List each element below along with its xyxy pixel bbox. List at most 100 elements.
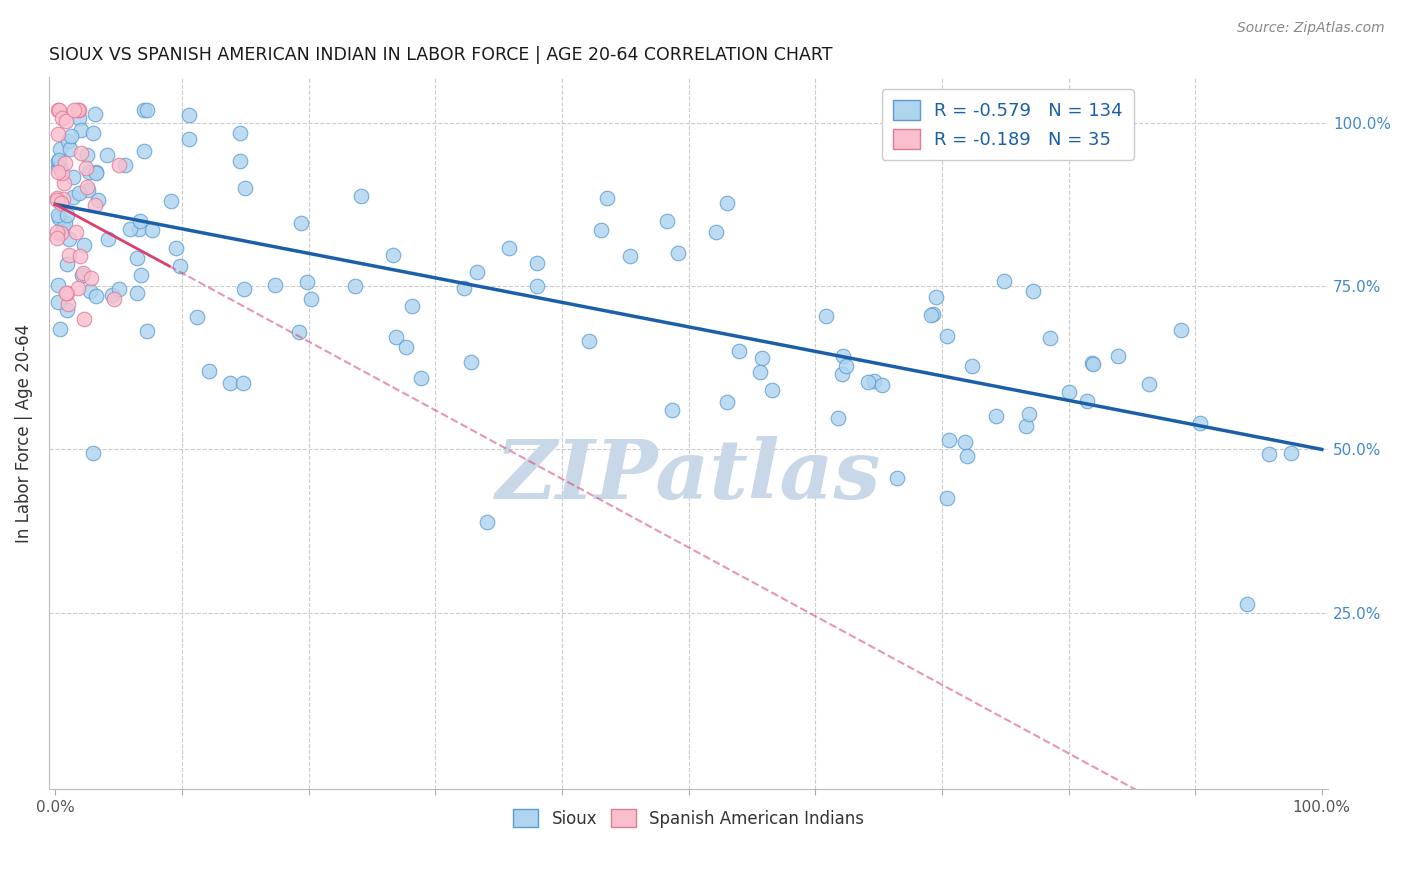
Point xyxy=(51,112,73,126)
Point xyxy=(264,277,287,292)
Point xyxy=(48,103,70,117)
Point xyxy=(186,310,208,324)
Point xyxy=(384,330,406,344)
Point xyxy=(179,132,201,146)
Point xyxy=(132,144,155,158)
Point xyxy=(51,195,73,210)
Point xyxy=(62,170,84,185)
Point xyxy=(128,222,150,236)
Point xyxy=(993,274,1015,288)
Point xyxy=(73,312,96,326)
Point xyxy=(84,165,107,179)
Point xyxy=(56,303,79,318)
Point xyxy=(79,284,101,298)
Point xyxy=(498,241,520,255)
Point xyxy=(69,122,91,136)
Point xyxy=(80,271,103,285)
Point xyxy=(55,114,77,128)
Point xyxy=(127,252,149,266)
Point xyxy=(67,103,90,117)
Point xyxy=(956,449,979,463)
Point xyxy=(118,222,141,236)
Point xyxy=(45,191,67,205)
Point xyxy=(134,103,156,117)
Point xyxy=(56,286,79,301)
Point xyxy=(465,265,488,279)
Point xyxy=(129,268,152,283)
Point xyxy=(62,190,84,204)
Point xyxy=(728,344,751,359)
Point xyxy=(141,223,163,237)
Point xyxy=(815,309,838,323)
Point xyxy=(1279,446,1302,460)
Point xyxy=(108,282,131,296)
Point xyxy=(870,377,893,392)
Point xyxy=(51,192,73,206)
Point xyxy=(107,157,129,171)
Point xyxy=(1236,597,1258,611)
Point xyxy=(232,376,254,390)
Point xyxy=(619,248,641,262)
Point xyxy=(831,367,853,381)
Point xyxy=(169,260,191,274)
Point xyxy=(135,324,157,338)
Point xyxy=(832,349,855,363)
Point xyxy=(84,166,107,180)
Point xyxy=(938,433,960,447)
Text: SIOUX VS SPANISH AMERICAN INDIAN IN LABOR FORCE | AGE 20-64 CORRELATION CHART: SIOUX VS SPANISH AMERICAN INDIAN IN LABO… xyxy=(49,46,832,64)
Point xyxy=(48,211,70,225)
Point xyxy=(77,165,100,179)
Point xyxy=(935,329,957,343)
Point xyxy=(288,325,311,339)
Point xyxy=(62,103,84,117)
Point xyxy=(136,103,159,117)
Point xyxy=(1057,384,1080,399)
Point xyxy=(591,223,613,237)
Point xyxy=(453,281,475,295)
Point xyxy=(1189,416,1212,430)
Point xyxy=(921,308,943,322)
Point xyxy=(46,103,69,117)
Point xyxy=(58,231,80,245)
Point xyxy=(76,147,98,161)
Point xyxy=(233,282,256,296)
Point xyxy=(55,285,77,300)
Point xyxy=(198,363,221,377)
Point xyxy=(67,103,90,117)
Point xyxy=(925,290,948,304)
Point xyxy=(1137,376,1160,391)
Point xyxy=(59,129,82,144)
Point xyxy=(67,186,90,200)
Point xyxy=(46,208,69,222)
Point xyxy=(49,142,72,156)
Point xyxy=(96,148,118,162)
Point xyxy=(1076,393,1098,408)
Point xyxy=(578,334,600,348)
Point xyxy=(863,374,886,388)
Point xyxy=(716,395,738,409)
Y-axis label: In Labor Force | Age 20-64: In Labor Force | Age 20-64 xyxy=(15,324,32,542)
Point xyxy=(46,225,69,239)
Point xyxy=(1022,284,1045,298)
Point xyxy=(953,434,976,449)
Point xyxy=(82,127,104,141)
Point xyxy=(160,194,183,208)
Point xyxy=(381,248,404,262)
Point xyxy=(936,491,959,505)
Point xyxy=(48,164,70,178)
Point xyxy=(661,402,683,417)
Point xyxy=(125,285,148,300)
Point xyxy=(1014,418,1036,433)
Point xyxy=(343,279,366,293)
Point xyxy=(84,289,107,303)
Point xyxy=(290,216,312,230)
Point xyxy=(75,161,97,176)
Legend: Sioux, Spanish American Indians: Sioux, Spanish American Indians xyxy=(506,803,870,834)
Point xyxy=(920,308,942,322)
Point xyxy=(49,322,72,336)
Point xyxy=(49,160,72,174)
Point xyxy=(229,154,252,169)
Point xyxy=(460,354,482,368)
Point xyxy=(73,237,96,252)
Point xyxy=(55,156,77,170)
